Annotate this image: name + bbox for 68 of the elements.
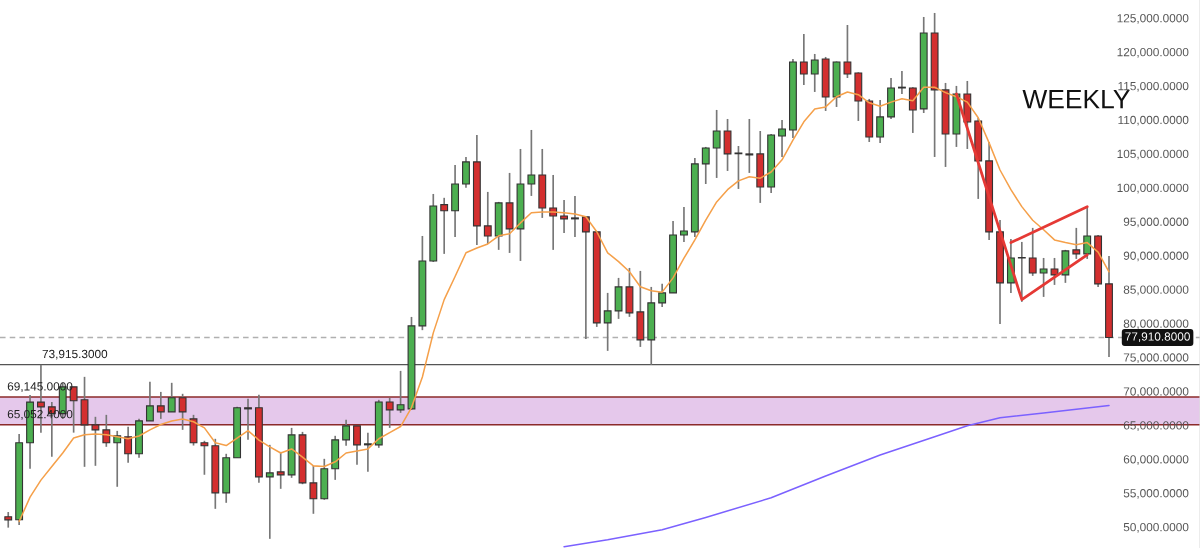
candlestick — [614, 277, 623, 320]
candlestick — [265, 444, 274, 540]
candlestick — [680, 206, 688, 243]
candlestick — [189, 414, 198, 447]
candlestick — [908, 86, 917, 134]
candlestick — [156, 391, 165, 420]
candlestick — [483, 191, 492, 245]
y-tick-label: 85,000.0000 — [1123, 285, 1189, 296]
candlestick — [309, 464, 318, 515]
line-series — [563, 404, 1110, 548]
candlestick — [712, 109, 721, 179]
candlestick — [1017, 241, 1026, 303]
candlestick — [342, 419, 351, 447]
y-tick-label: 90,000.0000 — [1123, 251, 1189, 262]
candlestick — [571, 195, 579, 238]
candlestick — [167, 381, 176, 413]
y-tick-label: 80,000.0000 — [1123, 319, 1189, 330]
y-tick-label: 110,000.0000 — [1118, 115, 1189, 126]
candlestick — [701, 146, 710, 185]
candlestick — [124, 426, 133, 464]
candlestick — [1083, 206, 1092, 260]
annotation: WEEKLY — [1022, 90, 1130, 109]
y-tick-label: 115,000.0000 — [1118, 81, 1189, 92]
candlestick — [440, 196, 449, 255]
candlestick — [658, 283, 667, 308]
y-tick-label: 60,000.0000 — [1123, 455, 1189, 465]
candlestick — [353, 425, 361, 466]
candlestick — [1028, 227, 1037, 277]
ref-line-label: 77,910.8000 — [1125, 332, 1190, 343]
y-tick-label: 100,000.0000 — [1117, 183, 1189, 194]
candlestick — [734, 145, 743, 190]
candlestick — [778, 119, 786, 158]
candlestick — [200, 439, 209, 476]
candlestick — [560, 199, 569, 234]
y-tick-label: 50,000.0000 — [1123, 523, 1189, 533]
candlestick — [549, 174, 558, 251]
candlestick — [276, 451, 285, 490]
y-tick-label: 120,000.0000 — [1117, 47, 1189, 58]
y-tick-label: 70,000.0000 — [1123, 387, 1189, 398]
ref-line-label: 73,915.3000 — [42, 349, 108, 360]
candlestick — [799, 33, 808, 86]
candlestick — [91, 415, 100, 467]
candlestick — [102, 414, 111, 448]
candlestick — [244, 398, 252, 441]
candlestick — [363, 432, 372, 473]
candlestick — [723, 118, 732, 172]
y-tick-label: 75,000.0000 — [1123, 353, 1189, 364]
candlestick — [1039, 257, 1048, 298]
candlestick — [810, 53, 819, 93]
candlestick — [527, 129, 536, 197]
candlestick — [385, 396, 394, 429]
candlestick — [897, 70, 906, 95]
y-tick-label: 125,000.0000 — [1117, 14, 1189, 24]
candlestick — [745, 118, 754, 174]
candlestick — [145, 381, 154, 422]
candlestick — [603, 292, 612, 352]
y-tick-label: 105,000.0000 — [1117, 149, 1189, 160]
y-tick-label: 95,000.0000 — [1123, 217, 1189, 228]
candlestick — [1050, 257, 1059, 286]
y-tick-label: 55,000.0000 — [1123, 489, 1189, 499]
candlestick — [178, 392, 187, 431]
candlestick — [4, 511, 13, 529]
candlestick — [1072, 227, 1081, 260]
candlestick — [843, 24, 852, 79]
candlestick — [462, 156, 470, 189]
candlestick — [581, 216, 590, 340]
candlestick — [396, 370, 405, 414]
candlestick — [876, 99, 885, 144]
